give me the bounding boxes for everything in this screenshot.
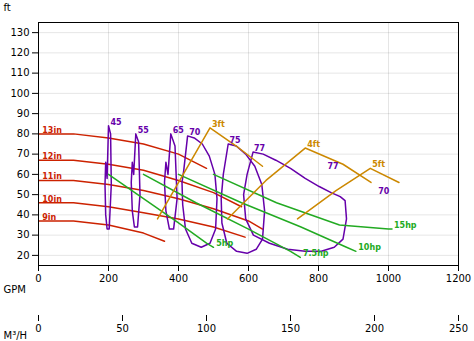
svg-text:GPM: GPM xyxy=(4,284,26,295)
svg-text:110: 110 xyxy=(10,67,29,78)
svg-text:12in: 12in xyxy=(42,152,62,161)
svg-text:9in: 9in xyxy=(42,213,56,222)
svg-text:15hp: 15hp xyxy=(394,221,417,230)
svg-text:M³/H: M³/H xyxy=(4,330,28,341)
svg-text:5ft: 5ft xyxy=(372,160,385,169)
svg-text:800: 800 xyxy=(309,273,328,284)
svg-text:50: 50 xyxy=(116,323,129,334)
svg-text:3ft: 3ft xyxy=(212,120,225,129)
svg-text:1000: 1000 xyxy=(376,273,401,284)
svg-text:55: 55 xyxy=(138,126,150,135)
svg-text:120: 120 xyxy=(10,47,29,58)
svg-text:1200: 1200 xyxy=(446,273,471,284)
svg-text:10in: 10in xyxy=(42,195,62,204)
svg-text:200: 200 xyxy=(365,323,384,334)
svg-text:200: 200 xyxy=(99,273,118,284)
svg-text:10hp: 10hp xyxy=(358,243,381,252)
svg-text:100: 100 xyxy=(10,88,29,99)
svg-text:7.5hp: 7.5hp xyxy=(303,249,329,258)
svg-text:ft: ft xyxy=(4,2,11,13)
svg-text:150: 150 xyxy=(281,323,300,334)
svg-text:77: 77 xyxy=(328,162,339,171)
svg-text:45: 45 xyxy=(111,118,123,127)
svg-text:30: 30 xyxy=(17,229,30,240)
svg-text:250: 250 xyxy=(449,323,468,334)
svg-text:75: 75 xyxy=(230,136,242,145)
svg-text:0: 0 xyxy=(35,323,41,334)
svg-text:11in: 11in xyxy=(42,172,62,181)
svg-text:400: 400 xyxy=(169,273,188,284)
svg-text:4ft: 4ft xyxy=(307,140,320,149)
svg-text:0: 0 xyxy=(35,273,41,284)
svg-text:13in: 13in xyxy=(42,126,62,135)
svg-text:70: 70 xyxy=(378,187,390,196)
svg-text:77: 77 xyxy=(254,144,265,153)
svg-text:65: 65 xyxy=(173,126,185,135)
svg-text:5hp: 5hp xyxy=(216,239,233,248)
svg-text:70: 70 xyxy=(17,148,30,159)
svg-text:50: 50 xyxy=(17,189,30,200)
svg-text:130: 130 xyxy=(10,27,29,38)
svg-text:60: 60 xyxy=(17,169,30,180)
svg-text:70: 70 xyxy=(189,128,201,137)
svg-text:600: 600 xyxy=(239,273,258,284)
svg-text:90: 90 xyxy=(17,108,30,119)
svg-text:20: 20 xyxy=(17,250,30,261)
svg-text:80: 80 xyxy=(17,128,30,139)
svg-text:100: 100 xyxy=(197,323,216,334)
svg-text:40: 40 xyxy=(17,209,30,220)
